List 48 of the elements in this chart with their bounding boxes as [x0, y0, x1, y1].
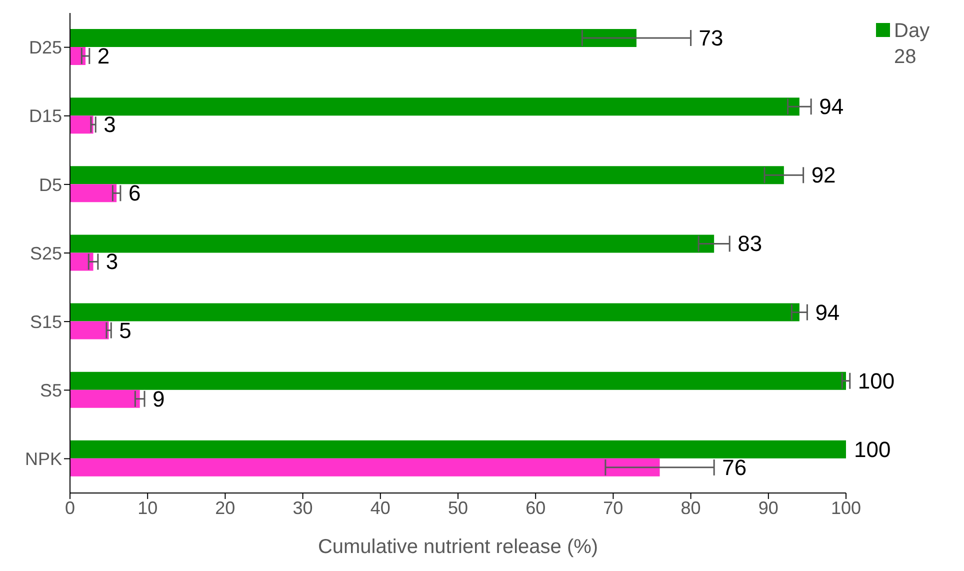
legend-label: Day 28: [894, 19, 931, 70]
data-label: 100: [854, 436, 891, 462]
x-tick-label: 20: [215, 498, 236, 518]
y-tick-label: S15: [30, 312, 62, 332]
bar: [70, 440, 846, 458]
y-tick-label: D5: [38, 174, 62, 195]
data-label: 94: [819, 94, 844, 120]
data-label: 6: [128, 180, 141, 206]
data-label: 9: [152, 386, 165, 412]
bar: [70, 458, 660, 476]
x-tick-label: 60: [526, 498, 546, 518]
data-label: 2: [97, 44, 110, 68]
bar: [70, 321, 109, 340]
data-label: 76: [722, 454, 747, 480]
data-label: 73: [698, 26, 724, 50]
y-tick-label: S5: [40, 380, 62, 401]
bar: [70, 29, 636, 47]
bar: [70, 252, 94, 271]
data-label: 5: [119, 318, 132, 343]
data-label: 3: [104, 112, 116, 138]
x-tick-label: 70: [603, 498, 624, 518]
x-tick-label: 50: [448, 498, 468, 518]
data-label: 100: [858, 368, 895, 394]
y-tick-label: D15: [28, 106, 62, 126]
bar: [70, 184, 117, 202]
x-tick-label: 80: [680, 498, 701, 518]
x-tick-label: 10: [138, 498, 158, 518]
bar: [70, 303, 800, 322]
data-label: 92: [811, 162, 836, 188]
bar: [70, 47, 86, 65]
y-tick-label: S25: [30, 243, 62, 264]
y-tick-label: NPK: [24, 449, 62, 470]
bar: [70, 166, 784, 184]
data-label: 3: [106, 249, 118, 274]
x-tick-label: 0: [64, 498, 76, 518]
x-tick-label: 30: [292, 498, 313, 518]
bar: [70, 116, 94, 134]
x-axis-title: Cumulative nutrient release (%): [318, 536, 598, 558]
bar: [70, 98, 800, 116]
data-label: 83: [738, 231, 762, 256]
data-label: 94: [815, 300, 840, 325]
bar: [70, 234, 714, 253]
x-tick-label: 90: [758, 498, 778, 518]
y-tick-label: D25: [28, 38, 62, 58]
bar: [70, 372, 846, 390]
x-tick-label: 100: [830, 498, 862, 518]
x-tick-label: 40: [370, 498, 390, 518]
bar: [70, 390, 140, 408]
